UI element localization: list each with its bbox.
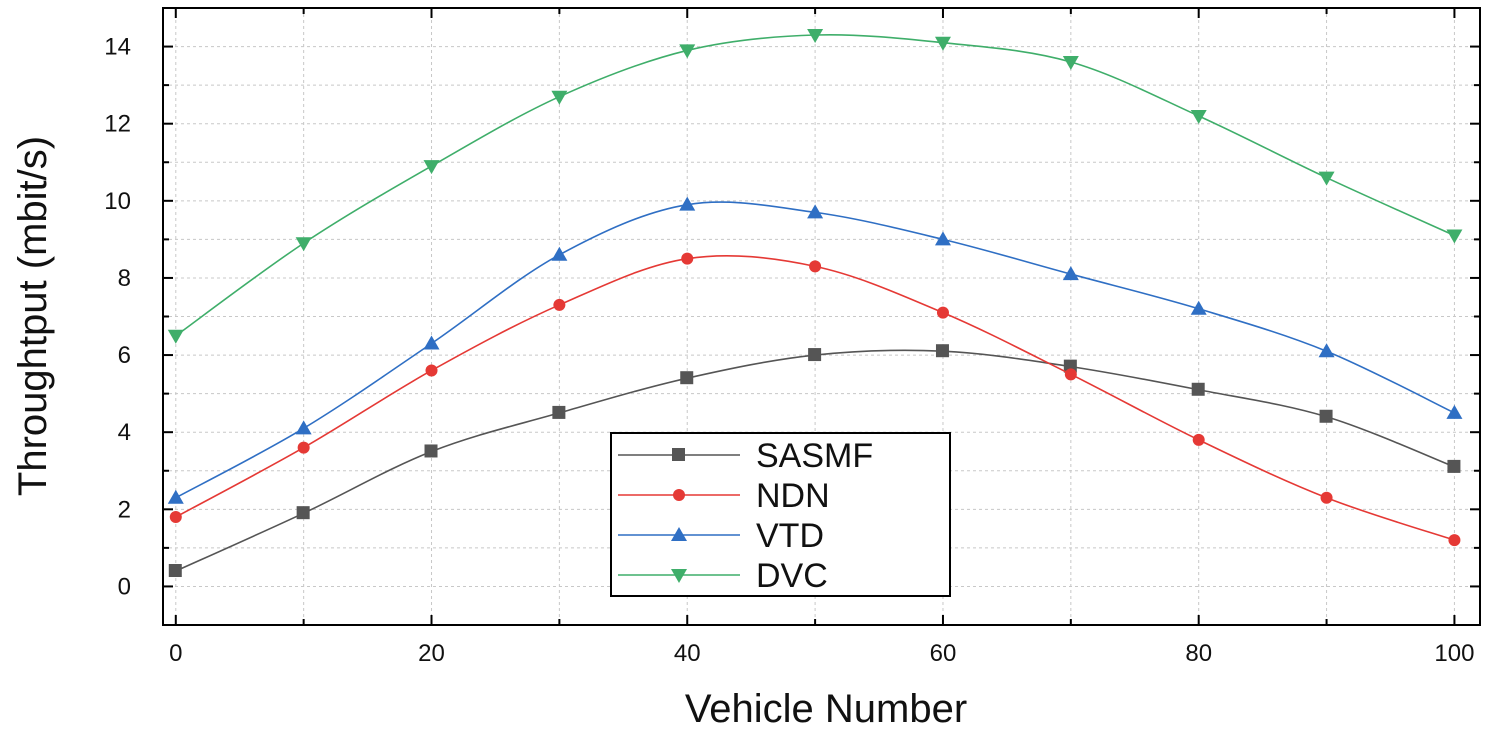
data-point-dvc	[1318, 171, 1335, 186]
data-point-ndn	[1448, 534, 1461, 547]
data-point-ndn	[169, 511, 182, 524]
x-tick-label: 40	[674, 640, 701, 667]
y-tick-label: 0	[118, 573, 131, 600]
data-point-ndn	[809, 260, 822, 273]
data-point-sasmf	[935, 344, 949, 358]
legend-marker-dvc	[671, 569, 687, 583]
y-tick-label: 14	[104, 34, 131, 61]
x-tick-label: 0	[169, 640, 182, 667]
data-point-sasmf	[808, 348, 822, 362]
data-point-ndn	[936, 306, 949, 319]
data-point-dvc	[1190, 109, 1207, 124]
data-point-sasmf	[1319, 409, 1333, 423]
data-point-vtd	[167, 489, 184, 504]
x-axis-title: Vehicle Number	[685, 687, 967, 731]
data-point-dvc	[1062, 55, 1079, 70]
data-point-sasmf	[296, 506, 310, 520]
legend-marker-vtd	[671, 527, 687, 541]
y-tick-label: 8	[118, 265, 131, 292]
legend-marker-sasmf	[672, 448, 685, 461]
x-tick-label: 100	[1434, 640, 1474, 667]
data-point-dvc	[295, 237, 312, 252]
data-point-dvc	[934, 36, 951, 51]
data-point-vtd	[1446, 404, 1463, 419]
data-point-sasmf	[680, 371, 694, 385]
data-point-ndn	[681, 252, 694, 265]
y-tick-label: 10	[104, 188, 131, 215]
data-point-vtd	[423, 335, 440, 350]
data-point-vtd	[295, 420, 312, 435]
axis-ticks: 0 20 40 60 80 100 0 2 4 6 8 10 12 14	[104, 7, 1480, 667]
data-point-sasmf	[424, 444, 438, 458]
data-point-dvc	[807, 28, 824, 43]
data-point-ndn	[297, 441, 310, 454]
data-point-vtd	[807, 204, 824, 219]
data-point-ndn	[425, 364, 438, 377]
data-point-dvc	[423, 160, 440, 175]
legend-label-ndn: NDN	[756, 477, 830, 515]
data-point-dvc	[551, 90, 568, 105]
data-point-dvc	[679, 44, 696, 59]
y-tick-label: 6	[118, 342, 131, 369]
data-point-vtd	[1062, 266, 1079, 281]
x-tick-label: 60	[930, 640, 957, 667]
data-point-vtd	[1190, 300, 1207, 315]
y-tick-label: 2	[118, 496, 131, 523]
data-point-sasmf	[1191, 382, 1205, 396]
series-group	[167, 28, 1463, 578]
data-point-vtd	[679, 196, 696, 211]
data-point-sasmf	[552, 405, 566, 419]
data-point-sasmf	[1447, 459, 1461, 473]
legend-box	[610, 432, 951, 597]
data-point-vtd	[934, 231, 951, 246]
x-tick-label: 80	[1185, 640, 1212, 667]
y-tick-label: 12	[104, 111, 131, 138]
y-axis-title: Throughtput (mbit/s)	[11, 136, 55, 496]
data-point-sasmf	[168, 564, 182, 578]
series-line-vtd	[175, 201, 1455, 499]
data-point-vtd	[551, 246, 568, 261]
series-line-dvc	[175, 33, 1455, 337]
legend-label-dvc: DVC	[756, 557, 828, 595]
legend-label-sasmf: SASMF	[756, 437, 873, 475]
y-tick-label: 4	[118, 419, 131, 446]
data-point-ndn	[553, 298, 566, 311]
data-point-dvc	[1446, 229, 1463, 244]
data-point-ndn	[1320, 491, 1333, 504]
legend-marker-ndn	[673, 489, 685, 501]
x-tick-label: 20	[418, 640, 445, 667]
data-point-dvc	[167, 329, 184, 344]
data-point-ndn	[1192, 433, 1205, 446]
data-point-ndn	[1064, 368, 1077, 381]
legend-label-vtd: VTD	[756, 517, 824, 555]
data-point-vtd	[1318, 343, 1335, 358]
